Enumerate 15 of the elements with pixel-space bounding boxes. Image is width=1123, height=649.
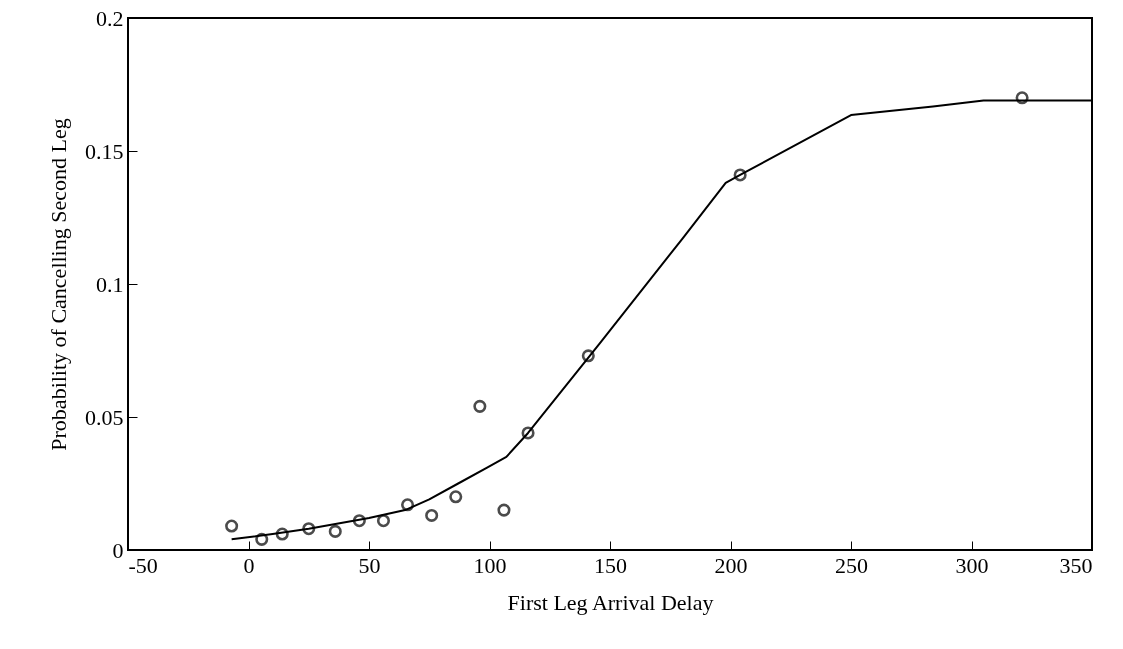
y-tick-label: 0.05 bbox=[85, 404, 124, 430]
x-tick-label: 200 bbox=[714, 552, 748, 578]
x-tick-label: 300 bbox=[955, 552, 989, 578]
y-tick-label: 0.15 bbox=[85, 138, 124, 164]
x-tick-label: -50 bbox=[128, 552, 158, 578]
y-axis-title: Probability of Cancelling Second Leg bbox=[46, 118, 71, 451]
x-tick-label: 250 bbox=[835, 552, 868, 578]
x-tick-label: 0 bbox=[243, 552, 255, 578]
x-axis-title: First Leg Arrival Delay bbox=[507, 589, 714, 615]
y-tick-label: 0.1 bbox=[96, 271, 124, 297]
y-tick-label: 0.2 bbox=[96, 5, 124, 31]
x-tick-label: 100 bbox=[473, 552, 507, 578]
x-tick-label: 50 bbox=[358, 552, 381, 578]
x-tick-label: 150 bbox=[594, 552, 627, 578]
x-tick-label: 350 bbox=[1059, 552, 1093, 578]
